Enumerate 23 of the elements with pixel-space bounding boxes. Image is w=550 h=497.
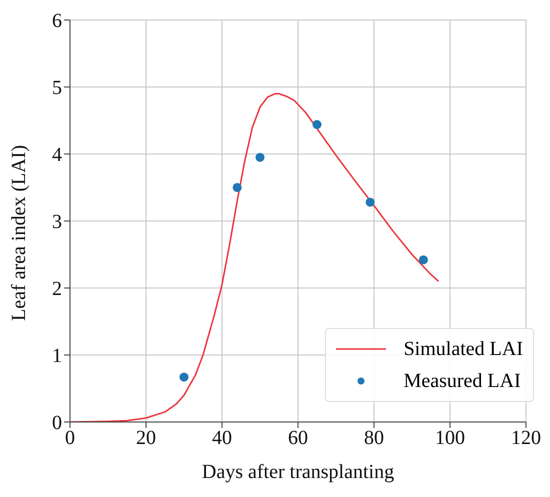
x-tick-label: 100 <box>435 427 465 450</box>
x-axis-title: Days after transplanting <box>202 461 394 483</box>
y-tick-label: 3 <box>52 211 62 234</box>
legend-label: Measured LAI <box>404 370 521 392</box>
x-tick-label: 20 <box>136 427 156 450</box>
y-tick-label: 6 <box>52 10 62 32</box>
point <box>255 152 265 162</box>
point <box>232 182 242 192</box>
x-tick-label: 40 <box>212 427 232 450</box>
legend-label: Simulated LAI <box>404 338 523 360</box>
y-tick-label: 1 <box>52 345 62 368</box>
y-tick-label: 2 <box>52 278 62 300</box>
x-tick-label: 80 <box>364 427 384 450</box>
x-tick-label: 60 <box>288 427 308 450</box>
y-tick-label: 5 <box>52 77 62 100</box>
point <box>179 372 189 382</box>
y-tick-label: 4 <box>52 144 62 166</box>
point <box>418 255 428 264</box>
point <box>366 198 375 207</box>
x-tick-label: 120 <box>511 427 541 450</box>
y-axis-title: Leaf area index (LAI) <box>8 145 30 321</box>
point <box>312 120 322 130</box>
y-tick-label: 0 <box>52 412 62 434</box>
